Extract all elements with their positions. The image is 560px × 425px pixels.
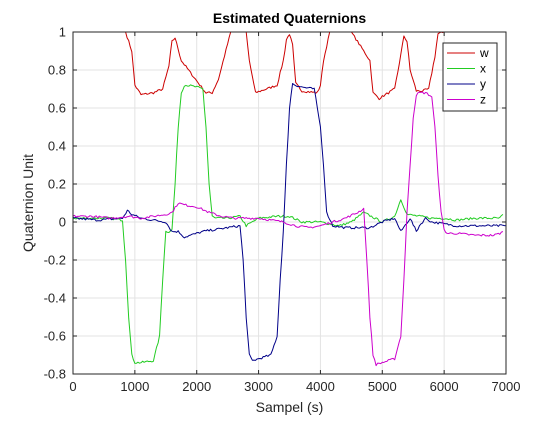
y-tick-label: 0.4	[48, 139, 66, 154]
y-tick-label: 0.2	[48, 177, 66, 192]
x-tick-label: 1000	[120, 379, 149, 394]
series-line-x	[72, 84, 504, 364]
axis-ticks	[72, 31, 507, 375]
y-tick-label: 0.6	[48, 101, 66, 116]
legend-label-y: y	[480, 77, 486, 91]
series-line-w	[73, 31, 506, 101]
x-tick-label: 2000	[182, 379, 211, 394]
x-tick-label: 4000	[306, 379, 335, 394]
y-tick-label: -0.8	[44, 367, 66, 382]
chart-title: Estimated Quaternions	[213, 10, 366, 26]
y-tick-label: -0.6	[44, 329, 66, 344]
series-lines	[72, 31, 507, 367]
y-tick-label: -0.2	[44, 253, 66, 268]
y-tick-label: -0.4	[44, 291, 66, 306]
y-tick-labels: -0.8 -0.6 -0.4 -0.2 0 0.2 0.4 0.6 0.8 1	[44, 25, 66, 382]
x-tick-label: 0	[69, 379, 76, 394]
y-axis-label: Quaternion Unit	[20, 154, 36, 252]
y-tick-label: 0	[59, 215, 66, 230]
y-tick-label: 0.8	[48, 63, 66, 78]
x-tick-labels: 0 1000 2000 3000 4000 5000 6000 7000	[69, 379, 520, 394]
plot-frame	[72, 31, 507, 375]
x-tick-label: 7000	[492, 379, 521, 394]
plot-area	[73, 32, 506, 374]
x-tick-label: 6000	[430, 379, 459, 394]
x-tick-label: 3000	[244, 379, 273, 394]
legend-label-z: z	[480, 93, 486, 107]
y-tick-label: 1	[59, 25, 66, 40]
series-line-z	[72, 91, 504, 367]
x-axis-label: Sampel (s)	[256, 399, 324, 415]
legend-label-w: w	[479, 46, 489, 60]
x-tick-label: 5000	[368, 379, 397, 394]
legend-label-x: x	[480, 62, 486, 76]
